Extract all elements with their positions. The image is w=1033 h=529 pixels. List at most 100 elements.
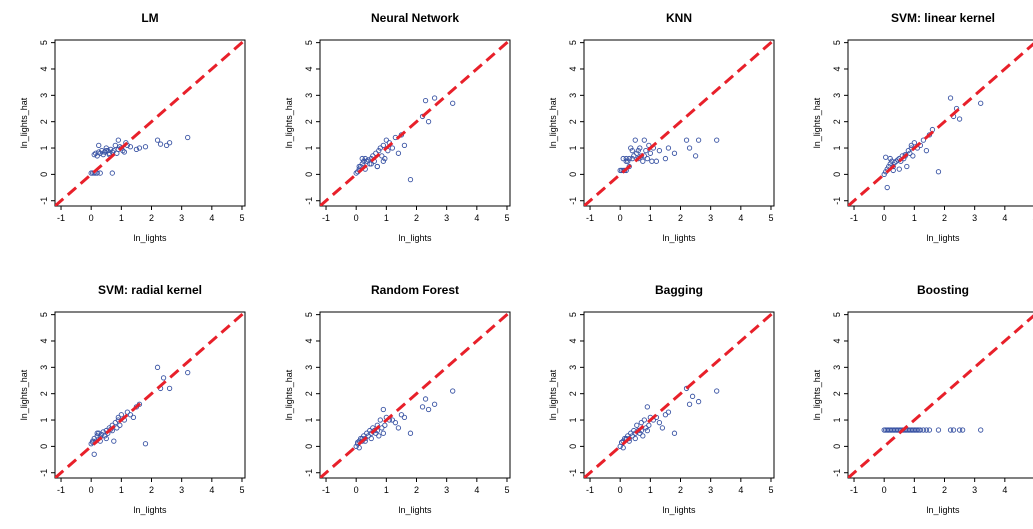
x-tick-label: 5 [239, 485, 244, 495]
x-tick-label: 3 [972, 485, 977, 495]
y-tick-label: 4 [568, 66, 578, 71]
data-point [623, 155, 629, 162]
data-point [935, 427, 942, 433]
data-point [157, 141, 164, 147]
x-tick-label: 2 [149, 213, 154, 223]
x-axis-label: ln_lights [926, 505, 960, 515]
data-point [632, 137, 638, 143]
data-point [407, 430, 414, 436]
data-point [917, 427, 924, 433]
panel-title: LM [141, 11, 158, 25]
data-point [377, 145, 383, 151]
y-tick-label: 1 [832, 418, 842, 423]
y-tick-label: 4 [304, 338, 314, 343]
data-point [914, 427, 921, 433]
reference-line-group [848, 42, 1033, 206]
panel-4: SVM: radial kernel -1 0 1 2 3 4 5 -1 0 1 2 3 4 5 ln_lig… [19, 283, 246, 515]
y-tick-label: -1 [304, 469, 314, 477]
y-tick-label: -1 [568, 197, 578, 205]
y-tick-label: -1 [39, 197, 49, 205]
y-axis-label: ln_lights_hat [548, 369, 558, 420]
y-tick-label: -1 [39, 469, 49, 477]
data-point [656, 148, 663, 154]
y-tick-label: 5 [39, 312, 49, 317]
x-tick-label: -1 [322, 213, 330, 223]
data-point [959, 427, 966, 433]
data-point [905, 148, 911, 154]
data-point [389, 145, 396, 151]
data-point [367, 161, 373, 167]
data-point [425, 406, 432, 413]
x-tick-label: 4 [1002, 213, 1007, 223]
data-point [714, 137, 720, 143]
y-tick-label: 5 [568, 40, 578, 45]
y-tick-label: 5 [832, 312, 842, 317]
data-point [160, 375, 167, 381]
data-point [117, 422, 123, 428]
data-point [379, 425, 385, 431]
points-group [353, 388, 456, 451]
panel-title: SVM: radial kernel [98, 283, 202, 297]
x-tick-label: 5 [768, 213, 773, 223]
data-point [887, 161, 893, 167]
data-point [376, 148, 382, 154]
data-point [108, 146, 114, 152]
data-point [883, 154, 889, 160]
data-point [115, 414, 121, 421]
reference-line-group [584, 40, 774, 206]
x-tick-label: 2 [942, 485, 947, 495]
data-point [926, 427, 933, 433]
x-tick-label: 0 [354, 213, 359, 223]
x-tick-label: 2 [414, 485, 419, 495]
data-point [626, 155, 632, 162]
data-point [635, 148, 641, 154]
data-point [398, 412, 405, 418]
data-point [377, 417, 383, 423]
reference-line [848, 314, 1033, 478]
data-point [671, 430, 678, 436]
data-point [662, 155, 669, 162]
data-point [356, 163, 362, 170]
plot-frame [583, 311, 775, 479]
y-tick-label: 1 [568, 146, 578, 151]
data-point [695, 398, 702, 405]
y-tick-label: 5 [39, 40, 49, 45]
x-tick-label: 1 [384, 213, 389, 223]
x-tick-label: -1 [850, 485, 858, 495]
y-tick-label: 5 [304, 40, 314, 45]
panel-0: LM -1 0 1 2 3 4 5 -1 0 1 2 3 4 5 ln_lights ln_lights_hat [19, 11, 246, 243]
y-tick-label: 0 [304, 444, 314, 449]
points-group [353, 95, 456, 183]
data-point [96, 142, 102, 149]
data-point [634, 150, 640, 156]
data-point [359, 161, 365, 167]
x-axis-label: ln_lights [398, 505, 432, 515]
data-point [112, 420, 118, 426]
data-point [121, 149, 128, 155]
y-axis-label: ln_lights_hat [284, 369, 294, 420]
points-group [881, 95, 984, 191]
data-point [154, 137, 161, 143]
data-point [111, 438, 117, 444]
data-point [96, 149, 102, 155]
data-point [422, 396, 429, 402]
y-tick-label: 2 [568, 391, 578, 396]
data-point [133, 146, 140, 152]
reference-line [584, 40, 774, 206]
reference-line-group [584, 312, 774, 478]
data-point [649, 158, 655, 164]
data-point [136, 145, 143, 151]
data-point [353, 170, 359, 176]
data-point [920, 427, 927, 433]
reference-line-group [320, 312, 510, 478]
x-tick-label: 2 [149, 485, 154, 495]
data-point [401, 414, 408, 421]
reference-line [584, 312, 774, 478]
data-point [361, 158, 367, 164]
y-tick-label: 0 [39, 172, 49, 177]
y-tick-label: 2 [832, 119, 842, 124]
y-tick-label: 3 [568, 93, 578, 98]
y-tick-label: 5 [304, 312, 314, 317]
panel-title: Boosting [917, 283, 969, 297]
data-point [425, 119, 432, 125]
